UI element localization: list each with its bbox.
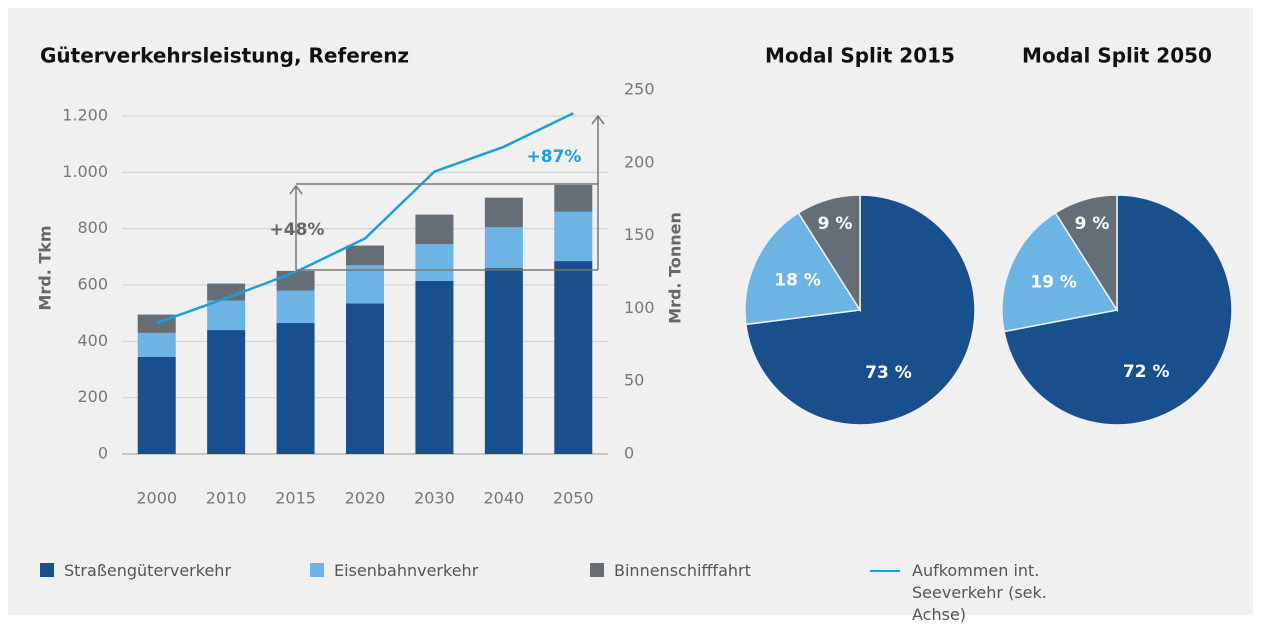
pie-label: 73 % xyxy=(865,363,912,383)
y2-axis-title: Mrd. Tonnen xyxy=(666,212,685,324)
pie: 72 % 19 % 9 % xyxy=(1001,194,1233,426)
pie-label: 9 % xyxy=(818,214,853,234)
y2-tick-label: 0 xyxy=(624,444,634,463)
pie-label: 19 % xyxy=(1030,273,1077,293)
x-tick-label: 2015 xyxy=(275,489,316,508)
legend-item: Eisenbahnverkehr xyxy=(310,560,478,582)
y-tick-label: 0 xyxy=(98,444,108,463)
legend-label: Aufkommen int. Seeverkehr (sek. Achse) xyxy=(912,561,1047,624)
bar-segment xyxy=(415,214,454,245)
annotation: +48% xyxy=(270,220,325,240)
x-tick-label: 2000 xyxy=(136,489,177,508)
plot: 0 200 400 600 800 1.000 1.200 0 50 100 150 200 250 20… xyxy=(62,80,654,508)
legend-item: Aufkommen int. Seeverkehr (sek. Achse) xyxy=(870,560,1110,626)
legend-label: Straßengüterverkehr xyxy=(64,561,232,580)
y-tick-label: 400 xyxy=(77,331,108,350)
pie-slice xyxy=(744,211,862,326)
bar-segment xyxy=(484,227,523,269)
y-tick-label: 200 xyxy=(77,387,108,406)
pie-title: Modal Split 2015 xyxy=(765,44,955,68)
bar-segment xyxy=(276,323,315,454)
y-tick-label: 1.200 xyxy=(62,106,108,125)
annotation: +87% xyxy=(527,147,582,167)
y-tick-label: 1.000 xyxy=(62,162,108,181)
bar-segment xyxy=(554,261,593,454)
bar-segment xyxy=(415,244,454,281)
legend-item: Binnenschifffahrt xyxy=(590,560,751,582)
legend-swatch xyxy=(590,563,604,577)
x-tick-label: 2030 xyxy=(414,489,455,508)
y2-tick-label: 100 xyxy=(624,298,655,317)
legend-swatch xyxy=(870,570,900,572)
bar-segment xyxy=(207,283,246,301)
x-tick-label: 2020 xyxy=(345,489,386,508)
y-tick-label: 600 xyxy=(77,275,108,294)
chart: 72 % 19 % 9 % 73 % 18 % 9 % 0 200 400 600 800 1.000… xyxy=(36,44,1233,508)
x-tick-label: 2010 xyxy=(206,489,247,508)
pie-slice xyxy=(1003,194,1233,426)
line xyxy=(156,112,574,325)
bar-segment xyxy=(137,332,176,357)
bar-segment xyxy=(484,197,523,228)
bar-segment xyxy=(346,245,384,266)
bar-segment xyxy=(415,280,454,454)
legend-item: Straßengüterverkehr xyxy=(40,560,231,582)
pie-label: 9 % xyxy=(1075,214,1110,234)
y-axis-title: Mrd. Tkm xyxy=(36,225,55,310)
legend-label: Eisenbahnverkehr xyxy=(334,561,479,580)
bar-segment xyxy=(346,303,384,454)
bar-segment xyxy=(276,290,315,324)
pie-slice xyxy=(797,194,861,313)
y2-tick-label: 250 xyxy=(624,80,655,99)
bar-segment xyxy=(207,300,246,331)
legend-label: Binnenschifffahrt xyxy=(614,561,751,580)
page: 72 % 19 % 9 % 73 % 18 % 9 % 0 200 400 600 800 1.000… xyxy=(8,8,1253,624)
pie-slice xyxy=(1001,211,1119,333)
legend-swatch xyxy=(310,563,324,577)
bar-segment xyxy=(554,185,593,212)
y2-tick-label: 150 xyxy=(624,225,655,244)
bracket-48 xyxy=(289,114,605,271)
chart-title: Güterverkehrsleistung, Referenz xyxy=(40,44,409,68)
pie-label: 72 % xyxy=(1123,362,1170,382)
pie-label: 18 % xyxy=(774,271,821,291)
pie-slice xyxy=(1054,194,1118,313)
bar-segment xyxy=(207,330,246,454)
bar-segment xyxy=(346,265,384,304)
bar-segment xyxy=(276,270,315,291)
y2-tick-label: 50 xyxy=(624,371,644,390)
y-tick-label: 800 xyxy=(77,218,108,237)
pie-title: Modal Split 2050 xyxy=(1022,44,1212,68)
y2-tick-label: 200 xyxy=(624,152,655,171)
x-tick-label: 2050 xyxy=(553,489,594,508)
x-tick-label: 2040 xyxy=(483,489,524,508)
pie: 73 % 18 % 9 % xyxy=(744,194,976,426)
legend-swatch xyxy=(40,563,54,577)
bar-segment xyxy=(484,268,523,454)
bar-segment xyxy=(137,356,176,454)
bar-segment xyxy=(554,211,593,262)
